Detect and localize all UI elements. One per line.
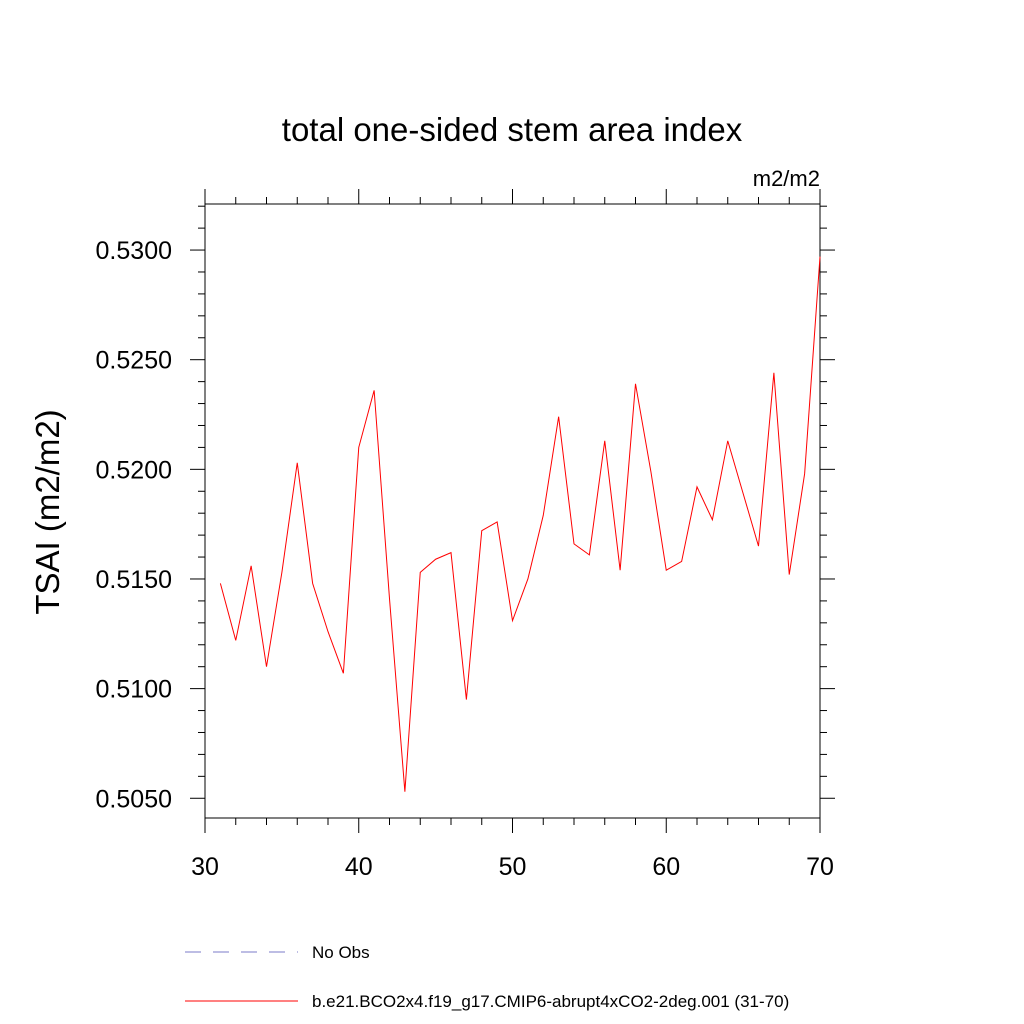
legend-label-1: b.e21.BCO2x4.f19_g17.CMIP6-abrupt4xCO2-2… bbox=[312, 992, 789, 1011]
x-tick-label: 70 bbox=[806, 853, 834, 881]
y-tick-label: 0.5050 bbox=[96, 785, 172, 813]
x-tick-label: 30 bbox=[191, 853, 219, 881]
x-tick-label: 50 bbox=[499, 853, 527, 881]
y-tick-label: 0.5150 bbox=[96, 566, 172, 594]
chart-title: total one-sided stem area index bbox=[282, 111, 743, 148]
legend-label-0: No Obs bbox=[312, 943, 370, 962]
y-tick-label: 0.5200 bbox=[96, 456, 172, 484]
x-tick-label: 40 bbox=[345, 853, 373, 881]
series-line bbox=[219, 256, 821, 792]
x-tick-label: 60 bbox=[652, 853, 680, 881]
y-axis-label: TSAI (m2/m2) bbox=[29, 409, 66, 614]
y-tick-label: 0.5100 bbox=[96, 676, 172, 704]
plot-frame bbox=[204, 203, 821, 819]
legend: No Obs b.e21.BCO2x4.f19_g17.CMIP6-abrupt4… bbox=[185, 943, 789, 1011]
plot-area: 30 40 50 60 70 0.5050 0.5100 0.5150 0.5200 0.5250… bbox=[96, 189, 835, 881]
y-tick-label: 0.5250 bbox=[96, 347, 172, 375]
units-label: m2/m2 bbox=[753, 166, 820, 191]
y-tick-label: 0.5300 bbox=[96, 237, 172, 265]
